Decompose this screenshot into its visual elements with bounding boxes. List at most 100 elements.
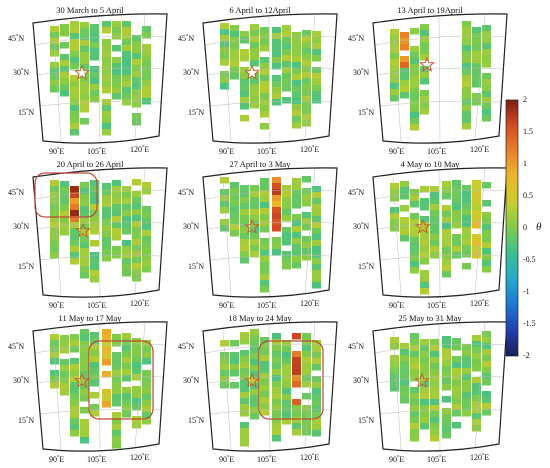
graticule [374, 322, 506, 452]
panel-title: 20 April to 26 April [56, 159, 124, 169]
panel-title: 27 April to 3 May [229, 159, 291, 169]
latitude-tick-label: 30°N [13, 67, 29, 77]
longitude-tick-label: 90°E [389, 300, 404, 310]
latitude-tick-label: 15°N [358, 261, 374, 271]
latitude-tick-label: 45°N [178, 341, 194, 351]
epicenter-star-icon [73, 372, 91, 388]
map-panel: 45°N 30°N 15°N 90°E 105°E 120°E 18 May to 24 M… [175, 311, 345, 464]
latitude-tick-label: 45°N [348, 33, 364, 43]
map-frame [202, 167, 338, 298]
longitude-tick-label: 105°E [87, 300, 106, 310]
latitude-tick-label: 45°N [8, 33, 24, 43]
epicenter-star-icon [414, 218, 432, 234]
epicenter-star-icon [418, 56, 436, 72]
epicenter-star-icon [243, 372, 261, 388]
longitude-tick-label: 105°E [427, 146, 446, 156]
data-grid [220, 176, 321, 293]
longitude-tick-label: 105°E [257, 300, 276, 310]
map-panel: 45°N 30°N 15°N 90°E 105°E 120°E 11 May to 17 M… [5, 311, 175, 464]
data-grid [50, 329, 151, 449]
panel-title: 4 May to 10 May [400, 159, 460, 169]
latitude-tick-label: 15°N [188, 415, 204, 425]
data-grid [390, 331, 491, 442]
panel-title: 11 May to 17 May [58, 313, 122, 323]
colorbar-tick-label: 2 [523, 95, 527, 104]
colorbar-label: θ [536, 221, 542, 233]
colorbar-tick-label: 0 [523, 223, 527, 232]
longitude-tick-label: 120°E [300, 144, 319, 154]
latitude-tick-label: 15°N [18, 415, 34, 425]
colorbar-tick-label: 1.5 [523, 127, 533, 136]
longitude-tick-label: 120°E [300, 452, 319, 462]
latitude-tick-label: 15°N [358, 107, 374, 117]
latitude-tick-label: 30°N [183, 221, 199, 231]
map-frame [32, 321, 168, 452]
map-frame [32, 13, 168, 144]
panel-title: 18 May to 24 May [228, 313, 292, 323]
longitude-tick-label: 105°E [87, 146, 106, 156]
latitude-tick-label: 30°N [13, 375, 29, 385]
graticule [34, 168, 166, 298]
colorbar-tick-label: -0.5 [523, 255, 536, 264]
longitude-tick-label: 120°E [300, 298, 319, 308]
longitude-tick-label: 90°E [219, 300, 234, 310]
latitude-tick-label: 45°N [8, 341, 24, 351]
map-frame [202, 13, 338, 144]
longitude-tick-label: 105°E [427, 300, 446, 310]
longitude-tick-label: 120°E [130, 144, 149, 154]
panel-title: 13 April to 19April [397, 5, 463, 15]
graticule [374, 168, 506, 298]
graticule [204, 14, 336, 144]
longitude-tick-label: 90°E [49, 146, 64, 156]
data-grid [220, 329, 321, 447]
longitude-tick-label: 105°E [257, 454, 276, 464]
epicenter-star-icon [243, 218, 261, 234]
latitude-tick-label: 30°N [353, 375, 369, 385]
colorbar-tick-label: 1 [523, 159, 527, 168]
epicenter-star-icon [73, 64, 91, 80]
epicenter-star-icon [243, 64, 261, 80]
latitude-tick-label: 30°N [183, 67, 199, 77]
highlight-box [258, 340, 324, 420]
map-frame [372, 13, 508, 144]
longitude-tick-label: 90°E [49, 300, 64, 310]
longitude-tick-label: 120°E [130, 452, 149, 462]
latitude-tick-label: 45°N [348, 187, 364, 197]
latitude-tick-label: 30°N [13, 221, 29, 231]
longitude-tick-label: 90°E [219, 146, 234, 156]
colorbar-tick-label: -1 [523, 287, 530, 296]
latitude-tick-label: 15°N [358, 415, 374, 425]
graticule [34, 322, 166, 452]
graticule [204, 322, 336, 452]
latitude-tick-label: 30°N [353, 221, 369, 231]
map-panel: 45°N 30°N 15°N 90°E 105°E 120°E 4 May to 10 Ma… [345, 157, 515, 310]
latitude-tick-label: 45°N [178, 187, 194, 197]
map-panel: 45°N 30°N 15°N 90°E 105°E 120°E 20 April to 26… [5, 157, 175, 310]
map-panel: 45°N 30°N 15°N 90°E 105°E 120°E 30 March to 5 … [5, 3, 175, 156]
map-frame [202, 321, 338, 452]
latitude-tick-label: 30°N [183, 375, 199, 385]
map-frame [372, 321, 508, 452]
longitude-tick-label: 90°E [389, 146, 404, 156]
panel-title: 25 May to 31 May [398, 313, 462, 323]
latitude-tick-label: 30°N [353, 67, 369, 77]
map-panel: 45°N 30°N 15°N 90°E 105°E 120°E 25 May to 31 M… [345, 311, 515, 464]
latitude-tick-label: 15°N [188, 107, 204, 117]
longitude-tick-label: 120°E [470, 144, 489, 154]
highlight-box [34, 172, 98, 218]
epicenter-star-icon [74, 222, 92, 238]
graticule [204, 168, 336, 298]
map-frame [32, 167, 168, 298]
latitude-tick-label: 15°N [18, 261, 34, 271]
latitude-tick-label: 45°N [8, 187, 24, 197]
graticule [34, 14, 166, 144]
data-grid [50, 21, 151, 136]
panel-title: 30 March to 5 April [56, 5, 124, 15]
longitude-tick-label: 90°E [49, 454, 64, 464]
colorbar-tick-label: -2 [523, 351, 530, 360]
epicenter-star-icon [413, 372, 431, 388]
data-grid [390, 180, 491, 295]
panel-title: 6 April to 12April [229, 5, 291, 15]
latitude-tick-label: 45°N [178, 33, 194, 43]
data-grid [220, 23, 321, 130]
